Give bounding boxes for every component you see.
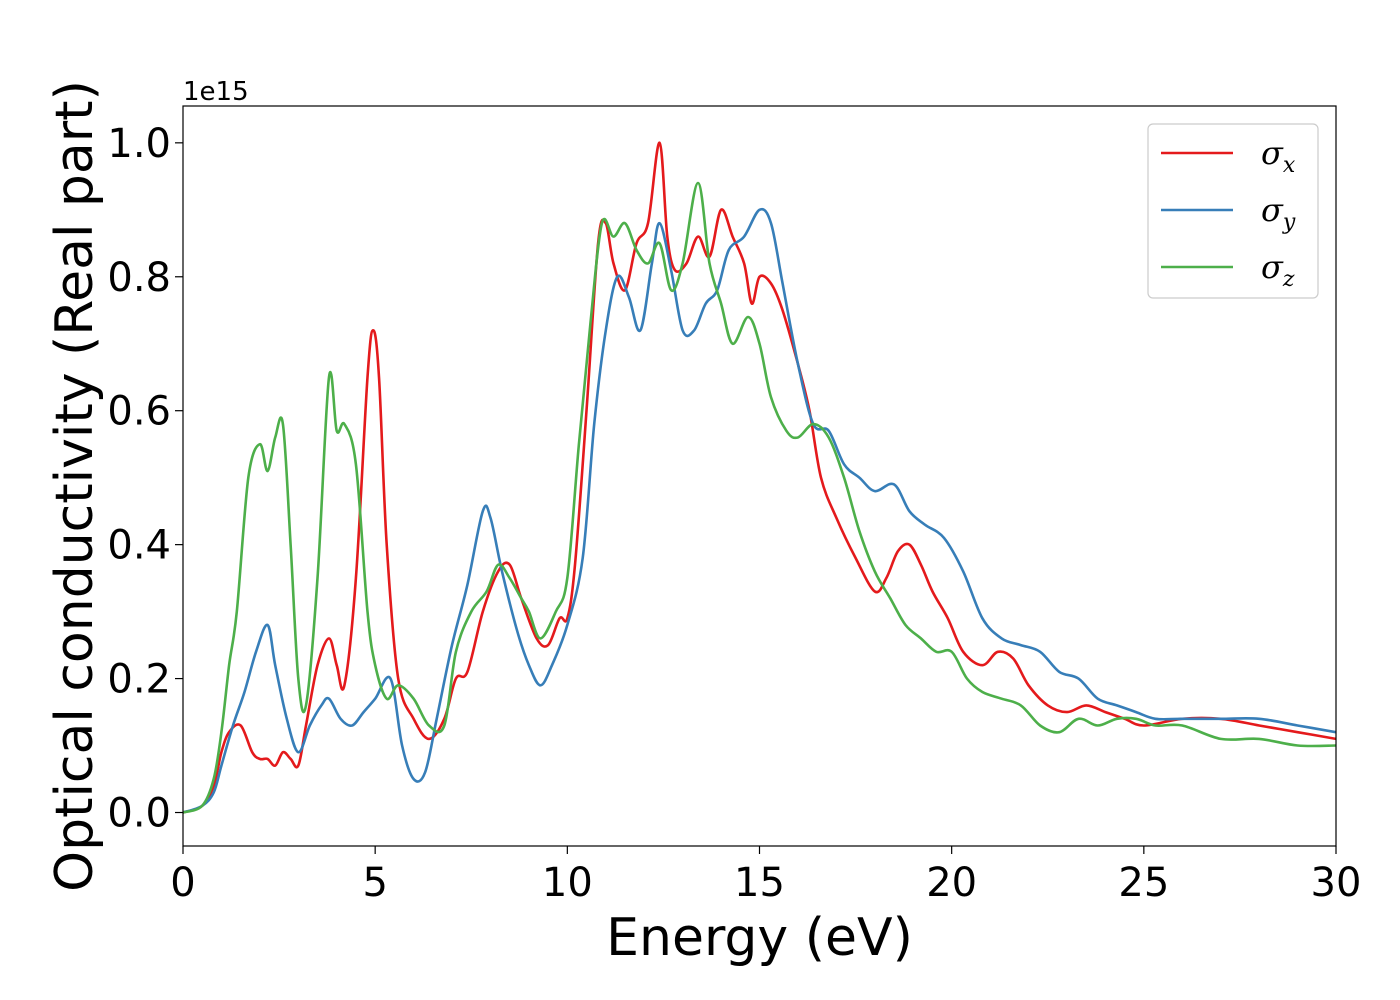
y-tick-label: 0.8	[107, 255, 171, 301]
x-tick-label: 0	[170, 860, 195, 906]
legend-label-y: σy	[1261, 191, 1296, 235]
y-tick-label: 0.4	[107, 523, 171, 569]
y-tick-label: 0.6	[107, 389, 171, 435]
legend: σx σy σz	[1147, 123, 1319, 299]
series-line-y	[183, 207, 1336, 814]
x-tick-label: 25	[1118, 860, 1169, 906]
y-tick-label: 0.0	[107, 791, 171, 837]
legend-label-x: σx	[1261, 134, 1296, 178]
x-tick-label: 5	[362, 860, 387, 906]
y-axis-title: Optical conductivity (Real part)	[45, 80, 105, 892]
x-axis-title: Energy (eV)	[606, 908, 913, 968]
ticks-layer: 0 5 10 15 20 25 30 0.0 0.2 0.4 0.6 0.8 1.0	[107, 121, 1361, 906]
x-tick-label: 20	[926, 860, 977, 906]
series-line-x	[183, 141, 1336, 814]
y-offset-label: 1e15	[183, 77, 249, 107]
series-line-z	[183, 181, 1336, 814]
x-tick-label: 10	[542, 860, 593, 906]
x-tick-label: 30	[1311, 860, 1362, 906]
series-layer	[183, 141, 1336, 814]
y-tick-label: 0.2	[107, 657, 171, 703]
y-tick-label: 1.0	[107, 121, 171, 167]
legend-label-z: σz	[1261, 248, 1295, 292]
x-tick-label: 15	[734, 860, 785, 906]
